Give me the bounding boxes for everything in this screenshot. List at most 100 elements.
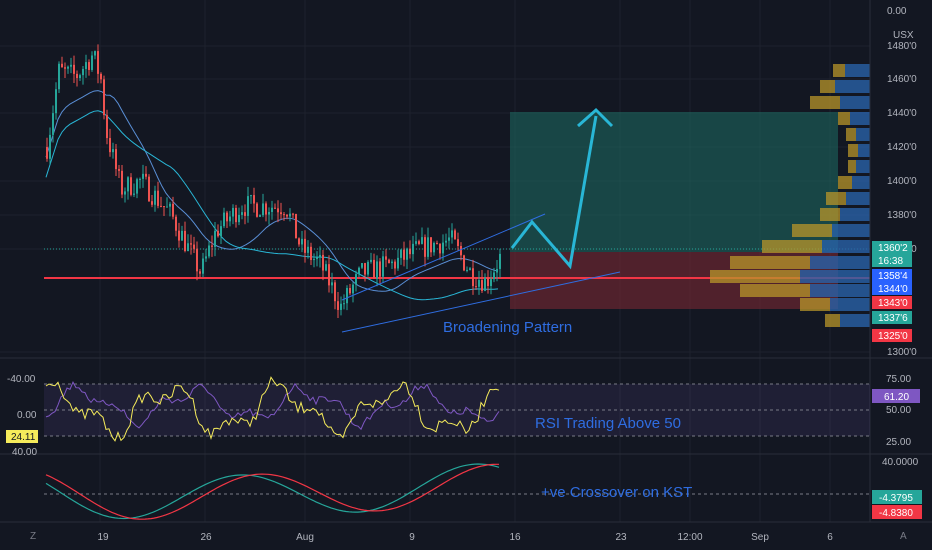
candle-body (58, 63, 60, 90)
candle-body (193, 244, 195, 249)
price-tick: 1440'0 (887, 108, 917, 119)
candle-body (169, 203, 171, 207)
candle-body (382, 256, 384, 277)
rsi-axes: -40.00 0.00 24.11 40.00 75.00 61.20 50.0… (6, 374, 920, 458)
rsi-left-badge-text: 24.11 (11, 432, 36, 443)
candle-body (256, 203, 258, 217)
volume-profile-bar (838, 112, 850, 125)
candle-body (301, 238, 303, 245)
price-axis[interactable]: 0.00 USX 1460'0 1440'0 1420'0 1400'0 1380'0 1… (872, 6, 920, 358)
auto-scale-button[interactable]: A (900, 531, 907, 542)
price-tick: 1460'0 (887, 74, 917, 85)
rsi-right-tick-top: 75.00 (886, 374, 911, 385)
candle-body (478, 280, 480, 287)
price-tick: 1400'0 (887, 176, 917, 187)
candle-body (121, 170, 123, 195)
kst-pane[interactable]: +ve Crossover on KST (44, 463, 870, 520)
price-pane[interactable]: Broadening Pattern (44, 44, 870, 336)
volume-profile-bar (822, 240, 870, 253)
candle-body (262, 203, 264, 216)
time-axis[interactable]: 19 26 Aug 9 16 23 12:00 Sep 6 (97, 532, 833, 543)
candle-body (481, 280, 483, 291)
volume-profile-bar (840, 314, 870, 327)
kst-badge-1 (872, 490, 922, 504)
timezone-button[interactable]: Z (30, 531, 37, 542)
rsi-right-badge-text: 61.20 (884, 392, 909, 403)
candle-body (307, 246, 309, 253)
kst-badge-2 (872, 505, 922, 519)
candle-body (352, 284, 354, 294)
candle-body (223, 212, 225, 227)
time-tick: Aug (296, 532, 314, 543)
price-badge (872, 311, 912, 324)
candle-body (235, 207, 237, 223)
candle-body (475, 286, 477, 288)
candle-body (385, 256, 387, 260)
volume-profile-bar (858, 144, 870, 157)
price-badge-text: 1360'2 (878, 243, 908, 254)
price-tick: 1380'0 (887, 210, 917, 221)
time-tick: 12:00 (677, 532, 702, 543)
volume-profile-bar (833, 64, 845, 77)
candle-body (178, 230, 180, 241)
candle-body (244, 212, 246, 216)
broadening-trendlines (341, 213, 621, 333)
candle-body (397, 257, 399, 269)
candle-body (100, 73, 102, 80)
candle-body (493, 272, 495, 280)
candle-body (457, 239, 459, 247)
candle-body (55, 89, 57, 114)
candle-body (214, 230, 216, 247)
candle-body (91, 55, 93, 70)
price-badge-text: 1325'0 (878, 331, 908, 342)
volume-profile (710, 64, 870, 327)
kst-axes: 40.0000 -4.3795 -4.8380 (872, 457, 922, 519)
rsi-pane[interactable]: RSI Trading Above 50 (44, 376, 870, 442)
candle-body (433, 242, 435, 253)
candle-body (202, 258, 204, 274)
rsi-right-badge (872, 389, 920, 403)
volume-profile-bar (820, 80, 835, 93)
candle-body (46, 147, 48, 159)
rsi-left-tick-bottom: 40.00 (12, 447, 37, 458)
volume-profile-bar (846, 192, 870, 205)
candle-body (52, 113, 54, 135)
candle-body (415, 241, 417, 244)
candle-body (454, 230, 456, 240)
candle-body (184, 230, 186, 252)
candle-body (358, 267, 360, 275)
candle-body (172, 203, 174, 217)
time-tick: 9 (409, 532, 415, 543)
candle-body (175, 216, 177, 231)
candle-body (334, 282, 336, 302)
candle-body (322, 254, 324, 271)
kst-right-tick: 40.0000 (882, 457, 919, 468)
candle-body (208, 245, 210, 257)
candle-body (436, 242, 438, 244)
candle-body (238, 214, 240, 223)
candle-body (124, 191, 126, 195)
candle-body (343, 303, 345, 305)
candle-body (364, 263, 366, 275)
candle-body (220, 226, 222, 237)
candle-body (133, 193, 135, 195)
price-tick: 1420'0 (887, 142, 917, 153)
volume-profile-bar (838, 176, 852, 189)
volume-profile-bar (826, 192, 846, 205)
candle-body (70, 64, 72, 67)
volume-profile-bar (852, 176, 870, 189)
candle-body (289, 213, 291, 217)
candle-body (139, 178, 141, 180)
candle-body (67, 66, 69, 69)
volume-profile-bar (800, 298, 830, 311)
candle-body (271, 207, 273, 212)
candle-body (439, 243, 441, 254)
candle-body (313, 259, 315, 261)
candle-body (466, 269, 468, 271)
volume-profile-bar (820, 208, 840, 221)
candle-body (211, 245, 213, 247)
volume-profile-bar (848, 144, 858, 157)
candle-body (190, 243, 192, 245)
candle-body (340, 303, 342, 310)
